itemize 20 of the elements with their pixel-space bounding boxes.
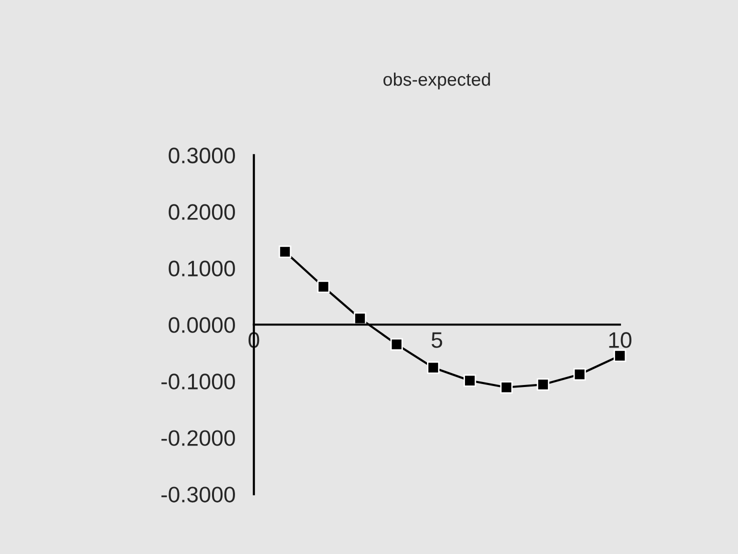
point <box>317 280 330 294</box>
x-tick-label: 10 <box>609 332 632 348</box>
point <box>573 368 586 381</box>
chart-title: obs-expected <box>383 72 490 90</box>
point <box>614 349 626 362</box>
point <box>536 378 550 391</box>
y-tick-label: -0.3000 <box>161 486 235 502</box>
y-tick-label: 0.0000 <box>168 317 235 333</box>
point <box>390 338 403 351</box>
point <box>500 381 513 394</box>
y-tick-label: -0.2000 <box>161 430 235 446</box>
point <box>464 374 476 387</box>
x-tick-label: 5 <box>432 332 442 348</box>
y-tick-label: 0.1000 <box>168 260 235 276</box>
y-tick-label: 0.3000 <box>168 148 235 164</box>
point <box>426 361 440 374</box>
point <box>354 312 366 325</box>
y-tick-label: 0.2000 <box>168 204 235 220</box>
y-tick-label: -0.1000 <box>161 374 235 390</box>
point <box>278 246 292 258</box>
